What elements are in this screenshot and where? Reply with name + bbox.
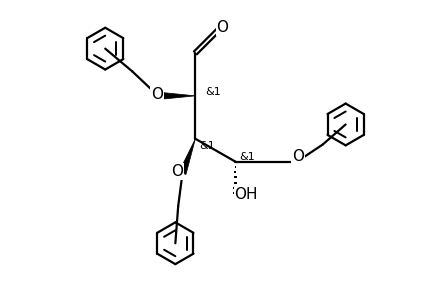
Text: O: O xyxy=(171,164,183,179)
Text: OH: OH xyxy=(235,187,258,202)
Text: &1: &1 xyxy=(240,152,255,162)
Polygon shape xyxy=(158,92,195,100)
Polygon shape xyxy=(179,139,195,175)
Text: &1: &1 xyxy=(205,86,221,97)
Text: O: O xyxy=(216,20,228,35)
Text: O: O xyxy=(151,87,163,102)
Text: &1: &1 xyxy=(200,141,215,151)
Text: O: O xyxy=(292,149,304,164)
